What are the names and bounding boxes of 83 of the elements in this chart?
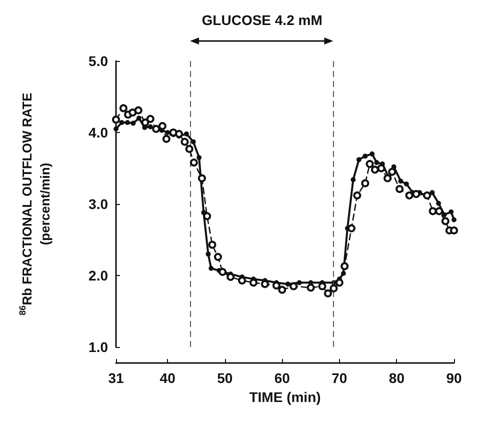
point [388,168,396,176]
point [335,278,344,287]
point [370,151,375,156]
point [134,106,142,114]
point [405,191,414,200]
point [136,116,142,121]
point [285,282,290,287]
point [162,134,170,143]
point [436,200,442,206]
point [180,138,189,146]
x-tick-label: 70 [332,370,348,386]
point [208,240,216,249]
point [112,116,120,124]
point [158,122,166,130]
point [278,286,286,294]
y-tick-label: 1.0 [88,339,108,355]
x-tick-label: 60 [274,370,290,386]
point [361,179,370,188]
point [306,284,315,292]
point [448,209,454,214]
point [423,191,432,200]
point [128,108,137,116]
point [114,126,118,132]
point [396,184,404,193]
point [185,144,194,153]
point [203,212,212,220]
point [435,207,444,216]
point [124,120,130,125]
point [196,155,202,160]
point [214,252,222,261]
point [206,252,211,257]
y-tick-label: 5.0 [88,53,108,69]
x-tick-label: 50 [217,370,233,386]
point [330,284,338,292]
point [226,272,235,281]
point [238,276,246,285]
point [119,120,124,125]
point [141,118,150,126]
y-axis-title: 86Rb FRACTIONAL OUTFLOW RATE (percent/min) [18,92,52,316]
x-tick-label: 31 [108,370,124,386]
point [430,190,435,196]
point [356,157,362,162]
x-axis-title: TIME (min) [249,388,321,405]
point [218,268,227,276]
point [404,181,409,186]
y-tick-label: 4.0 [88,124,108,140]
point [175,130,184,138]
point [377,164,386,172]
x-tick-label: 80 [388,370,405,386]
point [148,124,153,130]
point [450,226,458,234]
point [260,280,269,288]
point [208,266,214,271]
point [374,160,380,166]
point [362,154,368,159]
point [347,224,356,232]
point [384,174,392,182]
point [250,278,258,287]
point [350,177,356,182]
point [146,114,154,123]
point [370,166,379,174]
point [119,104,128,112]
point [190,139,196,144]
point [184,131,189,136]
point [296,280,302,286]
point [412,190,420,198]
point [290,282,298,290]
point [324,289,332,298]
x-tick-label: 90 [446,370,462,386]
point [398,178,404,184]
point [353,191,362,200]
y-tick-label: 2.0 [88,268,108,284]
x-tick-label: 40 [160,370,176,386]
point [428,207,437,216]
point [190,158,198,167]
y-tick-label: 3.0 [88,196,108,212]
point [441,217,450,226]
point [452,217,456,222]
point [366,160,374,168]
point [340,262,349,270]
point [198,174,206,182]
text: GLUCOSE 4.2 mM [200,12,324,28]
point [130,120,136,126]
